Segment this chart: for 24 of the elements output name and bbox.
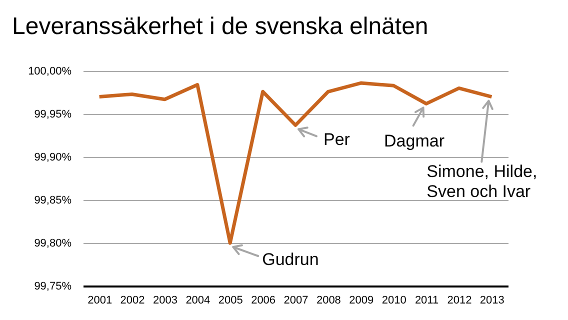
x-tick-label: 2010 — [382, 294, 406, 306]
chart-title: Leveranssäkerhet i de svenska elnäten — [12, 13, 428, 40]
y-tick-label: 99,95% — [34, 108, 72, 120]
x-tick-label: 2001 — [88, 294, 112, 306]
y-tick-label: 99,90% — [34, 152, 72, 164]
x-tick-label: 2007 — [284, 294, 308, 306]
x-tick-label: 2012 — [447, 294, 472, 306]
x-tick-label: 2009 — [349, 294, 374, 306]
annotation: Simone, Hilde, Sven och Ivar — [426, 162, 538, 201]
annotation: Per — [324, 130, 350, 150]
annotation: Dagmar — [384, 132, 445, 151]
annotation: Gudrun — [262, 250, 319, 269]
x-tick-label: 2005 — [218, 294, 243, 306]
y-tick-label: 99,85% — [34, 194, 72, 206]
y-tick-label: 99,75% — [34, 280, 72, 292]
x-tick-label: 2013 — [480, 294, 504, 306]
x-tick-label: 2002 — [120, 294, 145, 306]
x-tick-label: 2011 — [414, 294, 439, 306]
x-tick-label: 2006 — [251, 294, 276, 306]
y-tick-label: 99,80% — [34, 238, 72, 250]
x-tick-label: 2008 — [316, 294, 341, 306]
x-tick-label: 2003 — [152, 294, 178, 306]
y-tick-label: 100,00% — [28, 66, 72, 78]
x-tick-label: 2004 — [186, 294, 210, 306]
